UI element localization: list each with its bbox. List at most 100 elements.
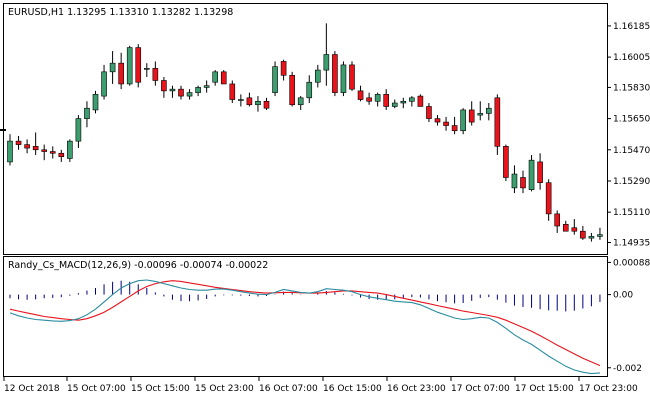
- candle-body: [272, 66, 278, 93]
- candle-body: [460, 109, 466, 132]
- candle-body: [24, 144, 30, 149]
- candle: [297, 96, 304, 110]
- candle-body: [152, 68, 159, 81]
- candle: [195, 85, 201, 97]
- candle-body: [238, 99, 244, 101]
- candle: [220, 70, 227, 85]
- candle-body: [195, 87, 201, 93]
- candle: [383, 89, 390, 110]
- candle: [554, 210, 561, 233]
- candle-body: [203, 85, 210, 88]
- macd-line: [9, 279, 601, 375]
- price-tick-label: 1.15110: [613, 208, 650, 218]
- candle-body: [434, 118, 441, 123]
- candle: [426, 103, 432, 123]
- candle: [349, 61, 355, 91]
- time-tick-label: 17 Oct 15:00: [515, 384, 574, 394]
- candle-body: [417, 95, 424, 107]
- candle: [485, 103, 492, 121]
- candle-body: [161, 80, 167, 92]
- candle: [588, 232, 595, 242]
- candle: [332, 51, 338, 97]
- candle-body: [503, 146, 509, 178]
- candle: [562, 220, 569, 232]
- candle-body: [135, 47, 142, 83]
- price-tick-label: 1.15650: [613, 115, 650, 125]
- candle: [41, 144, 48, 161]
- indicator-tick-label: 0.00088: [613, 258, 650, 268]
- candle: [32, 132, 39, 155]
- candle: [229, 80, 236, 104]
- time-tick-label: 15 Oct 07:00: [67, 384, 126, 394]
- price-axis: 1.16185 1.16005 1.15830 1.15650 1.15470 1.152…: [607, 22, 650, 248]
- candle-body: [169, 88, 176, 92]
- candle: [212, 70, 218, 86]
- time-axis: 12 Oct 2018 15 Oct 07:00 15 Oct 15:00 15 Oc…: [3, 377, 638, 394]
- price-tick-label: 1.15830: [613, 83, 650, 93]
- candle: [246, 92, 253, 107]
- candle: [391, 99, 398, 109]
- candle: [272, 61, 278, 97]
- candle: [24, 139, 30, 154]
- candle: [280, 59, 287, 81]
- candle-body: [58, 152, 65, 158]
- candle: [135, 44, 142, 88]
- candle: [92, 90, 99, 114]
- candle-body: [580, 230, 586, 239]
- candle-body: [366, 97, 372, 102]
- indicator-tick-label: -0.002: [613, 364, 642, 374]
- macd-lines: [9, 279, 601, 375]
- candle-body: [289, 74, 295, 106]
- candle: [366, 92, 372, 105]
- candle-body: [297, 97, 304, 106]
- candle: [374, 92, 381, 107]
- candle-body: [409, 97, 415, 102]
- candle-body: [383, 94, 390, 107]
- candle-body: [323, 54, 330, 71]
- candle: [306, 75, 313, 104]
- candle-body: [597, 234, 603, 237]
- candle: [451, 116, 458, 135]
- candle-body: [332, 54, 338, 93]
- candle-body: [229, 83, 236, 100]
- candle-body: [15, 140, 22, 145]
- candle: [314, 64, 321, 88]
- time-tick-label: 17 Oct 23:00: [579, 384, 638, 394]
- candle-body: [349, 64, 355, 90]
- candlestick-series: [7, 23, 603, 242]
- candle: [357, 85, 364, 102]
- candle: [144, 63, 150, 78]
- candle-body: [314, 69, 321, 83]
- candle-body: [32, 146, 39, 151]
- time-tick-label: 16 Oct 15:00: [323, 384, 382, 394]
- price-tick-label: 1.14935: [613, 238, 650, 248]
- candle: [520, 170, 526, 194]
- candle: [7, 134, 13, 166]
- candle-body: [528, 159, 535, 190]
- indicator-axis: 0.00088 0.00 -0.002: [607, 258, 650, 374]
- candle: [511, 165, 518, 194]
- candle: [15, 135, 22, 150]
- candle-body: [92, 94, 99, 111]
- candle-body: [255, 100, 261, 106]
- candle: [571, 219, 578, 235]
- indicator-panel-title: Randy_Cs_MACD(12,26,9) -0.00096 -0.00074…: [8, 260, 268, 271]
- candle-body: [374, 94, 381, 102]
- price-tick-label: 1.15470: [613, 146, 650, 156]
- candle-body: [7, 140, 13, 163]
- candle-body: [126, 47, 133, 85]
- candle: [109, 51, 116, 84]
- candle: [238, 94, 244, 107]
- indicator-tick-label: 0.00: [613, 291, 633, 301]
- candle-body: [144, 68, 150, 70]
- candle: [400, 97, 407, 109]
- price-tick-label: 1.15290: [613, 177, 650, 187]
- candle-body: [562, 223, 569, 232]
- candle: [203, 80, 210, 93]
- candle: [528, 154, 535, 192]
- price-panel: [3, 3, 608, 255]
- time-tick-label: 16 Oct 23:00: [387, 384, 446, 394]
- candle: [434, 115, 441, 126]
- candle-body: [118, 62, 124, 85]
